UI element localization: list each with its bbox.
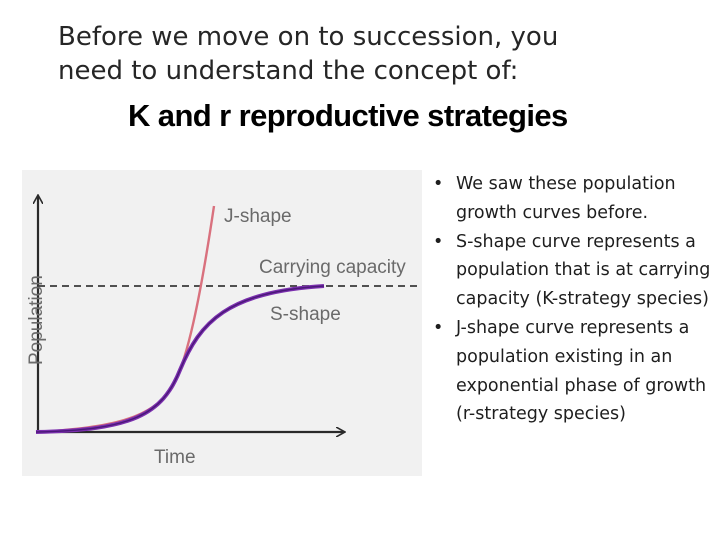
- bullet-marker: •: [433, 174, 444, 194]
- intro-line-2: need to understand the concept of:: [58, 56, 519, 86]
- intro-text: Before we move on to succession, you nee…: [58, 20, 698, 88]
- slide-heading: K and r reproductive strategies: [128, 98, 568, 133]
- bullet-text: S-shape curve represents a population th…: [456, 231, 711, 310]
- bullet-marker: •: [433, 231, 444, 252]
- bullet-text: J-shape curve represents a population ex…: [456, 317, 707, 425]
- bullet-item: • J-shape curve represents a population …: [433, 314, 720, 429]
- s-shape-curve: [35, 285, 325, 433]
- intro-line-1: Before we move on to succession, you: [58, 22, 559, 52]
- x-axis-label: Time: [154, 447, 196, 468]
- carrying-capacity-label: Carrying capacity: [259, 257, 406, 278]
- j-shape-label: J-shape: [224, 206, 292, 227]
- bullet-list: • We saw these population growth curves …: [433, 170, 720, 429]
- bullet-text: We saw these population growth curves be…: [456, 174, 676, 223]
- graph-canvas: J-shape Carrying capacity S-shape Time P…: [26, 170, 422, 468]
- bullet-item: • S-shape curve represents a population …: [433, 228, 720, 314]
- population-growth-graph: J-shape Carrying capacity S-shape Time P…: [22, 170, 422, 476]
- s-shape-label: S-shape: [270, 304, 341, 325]
- j-shape-curve: [35, 205, 216, 434]
- bullet-marker: •: [433, 317, 444, 338]
- y-axis-label: Population: [26, 275, 47, 365]
- bullet-item: • We saw these population growth curves …: [433, 170, 720, 228]
